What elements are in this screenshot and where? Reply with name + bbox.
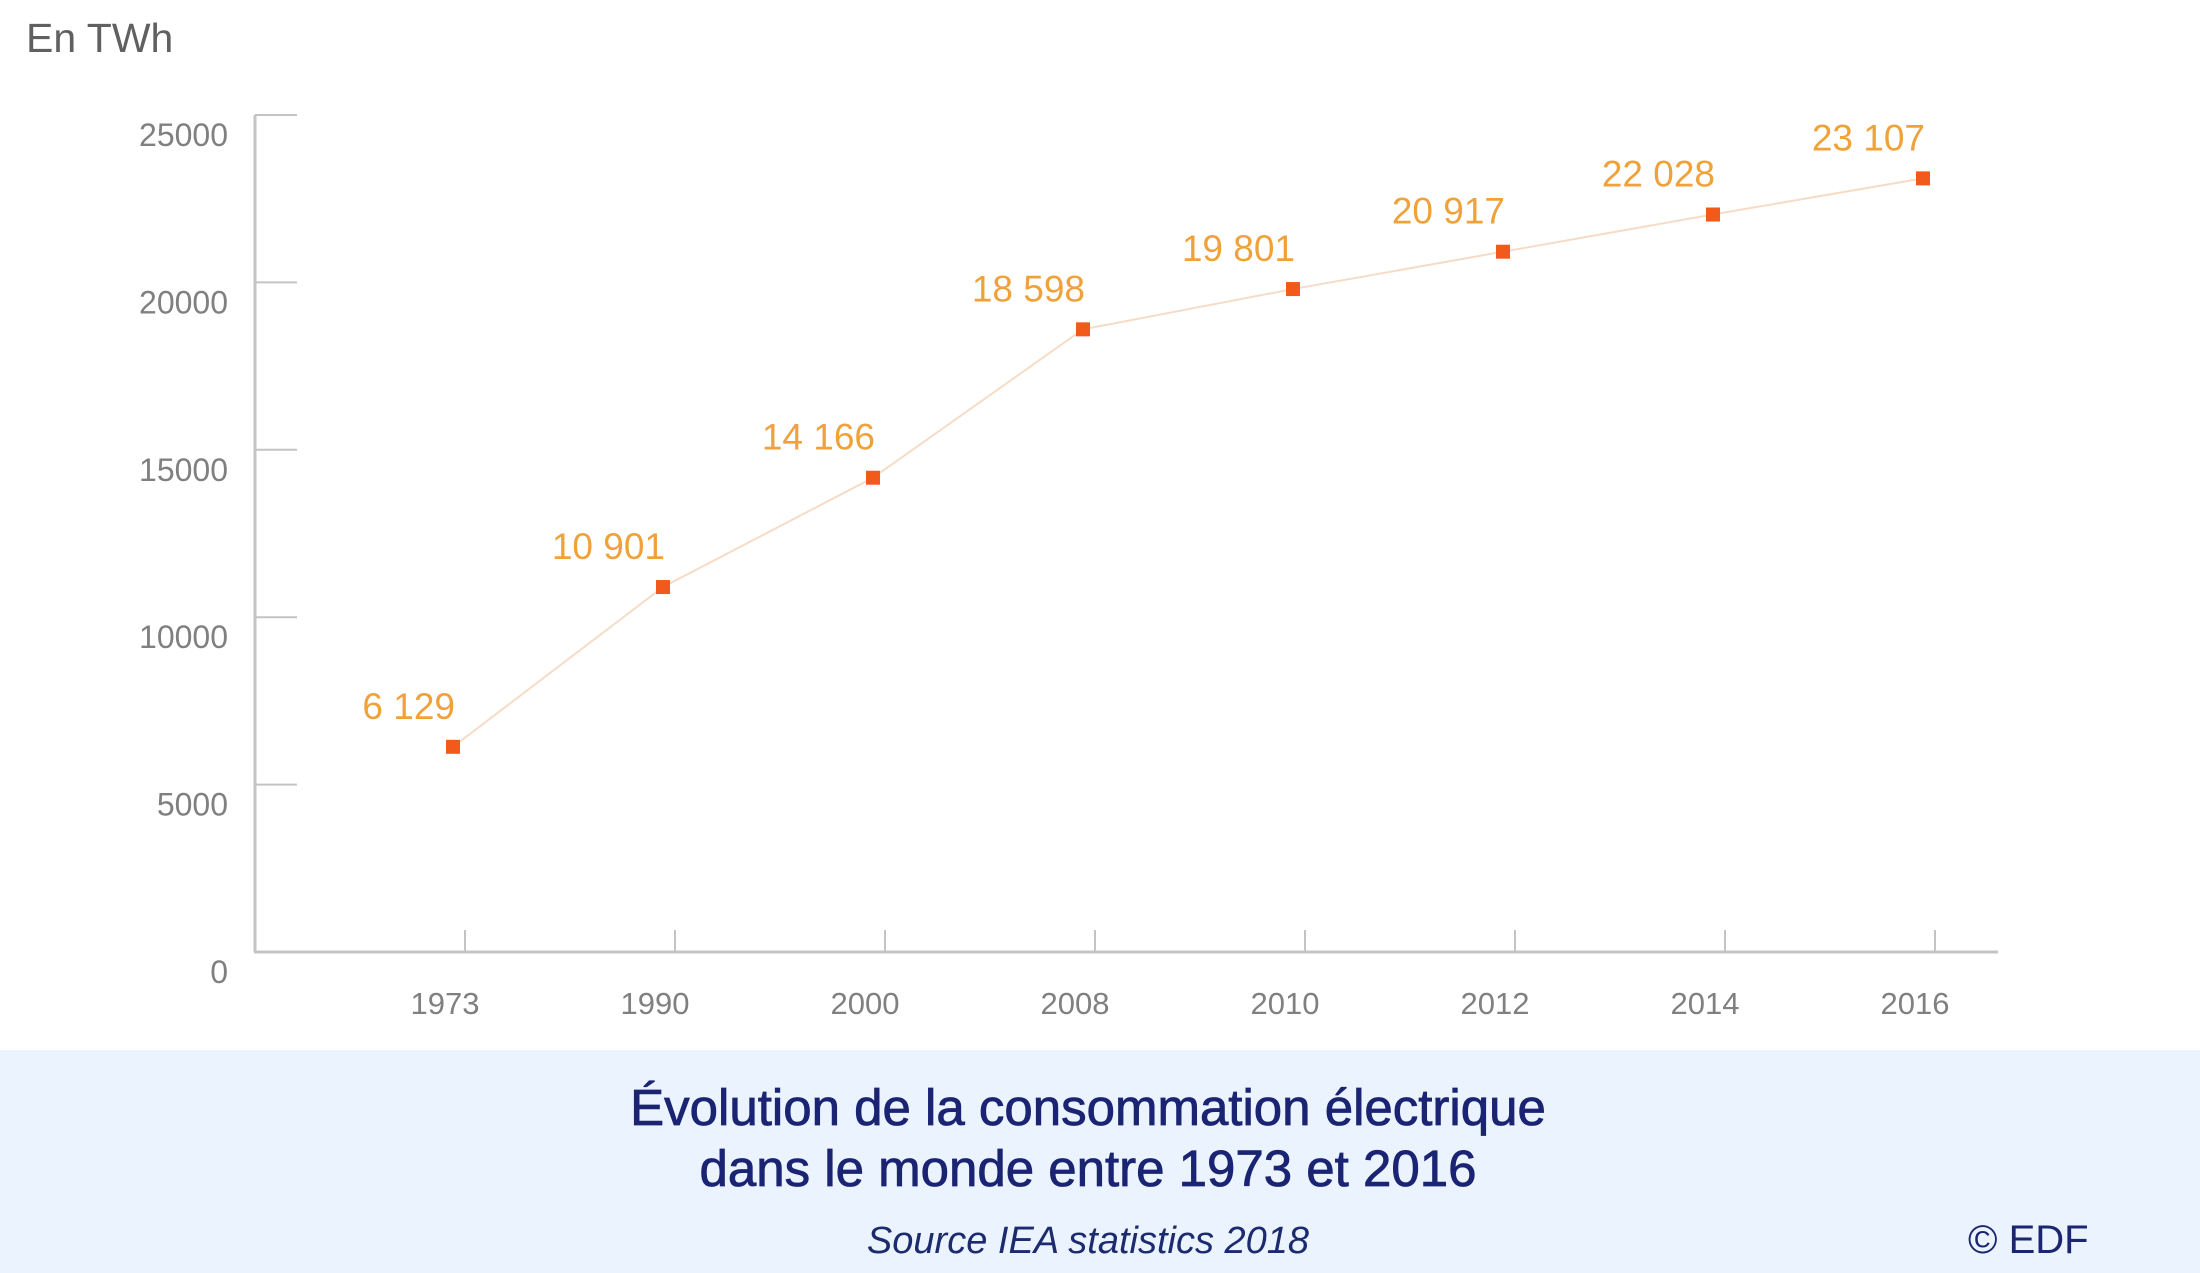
data-point-marker xyxy=(656,580,670,595)
y-tick-label: 0 xyxy=(210,954,228,990)
data-point-marker xyxy=(1076,322,1090,337)
copyright-notice: © EDF xyxy=(1968,1218,2089,1262)
x-tick-label: 2016 xyxy=(1881,986,1950,1021)
chart-title-line-2: dans le monde entre 1973 et 2016 xyxy=(699,1140,1477,1197)
y-tick-label: 10000 xyxy=(139,619,228,655)
source-note: Source IEA statistics 2018 xyxy=(866,1220,1310,1262)
data-point-marker xyxy=(866,470,880,485)
series-line xyxy=(452,177,1924,748)
data-label: 10 901 xyxy=(552,526,665,567)
series-markers xyxy=(446,171,1930,754)
data-label: 14 166 xyxy=(762,417,875,458)
y-axis-unit-label: En TWh xyxy=(26,15,174,61)
y-axis-ticks: 0 5000 10000 15000 20000 25000 xyxy=(139,114,297,990)
x-tick-label: 2008 xyxy=(1041,986,1110,1021)
data-point-marker xyxy=(446,739,460,754)
y-tick-label: 25000 xyxy=(139,117,228,153)
data-label: 20 917 xyxy=(1392,191,1505,232)
data-label: 23 107 xyxy=(1812,117,1925,158)
x-tick-label: 1973 xyxy=(411,986,480,1021)
x-axis-ticks: 1973 1990 2000 2008 2010 2012 2014 2016 xyxy=(411,930,1950,1021)
x-tick-label: 2010 xyxy=(1251,986,1320,1021)
line-chart: 0 5000 10000 15000 20000 25000 1973 1990 2000 20… xyxy=(139,114,1998,1021)
x-tick-label: 1990 xyxy=(621,986,690,1021)
y-tick-label: 15000 xyxy=(139,452,228,488)
data-label: 18 598 xyxy=(972,268,1085,309)
x-tick-label: 2012 xyxy=(1461,986,1530,1021)
series-polyline xyxy=(452,177,1924,748)
data-label: 19 801 xyxy=(1182,228,1295,269)
data-point-marker xyxy=(1286,282,1300,297)
chart-axes xyxy=(253,115,1998,954)
data-label: 22 028 xyxy=(1602,154,1715,195)
y-tick-label: 5000 xyxy=(157,787,228,823)
data-point-marker xyxy=(1916,171,1930,186)
data-labels: 6 129 10 901 14 166 18 598 19 801 20 917 22 02… xyxy=(362,117,1925,726)
y-tick-label: 20000 xyxy=(139,284,228,320)
data-label: 6 129 xyxy=(362,686,455,727)
x-tick-label: 2000 xyxy=(831,986,900,1021)
data-point-marker xyxy=(1496,244,1510,259)
chart-title-line-1: Évolution de la consommation électrique xyxy=(630,1079,1546,1136)
x-tick-label: 2014 xyxy=(1671,986,1740,1021)
caption-band xyxy=(0,1050,2200,1273)
data-point-marker xyxy=(1706,207,1720,222)
